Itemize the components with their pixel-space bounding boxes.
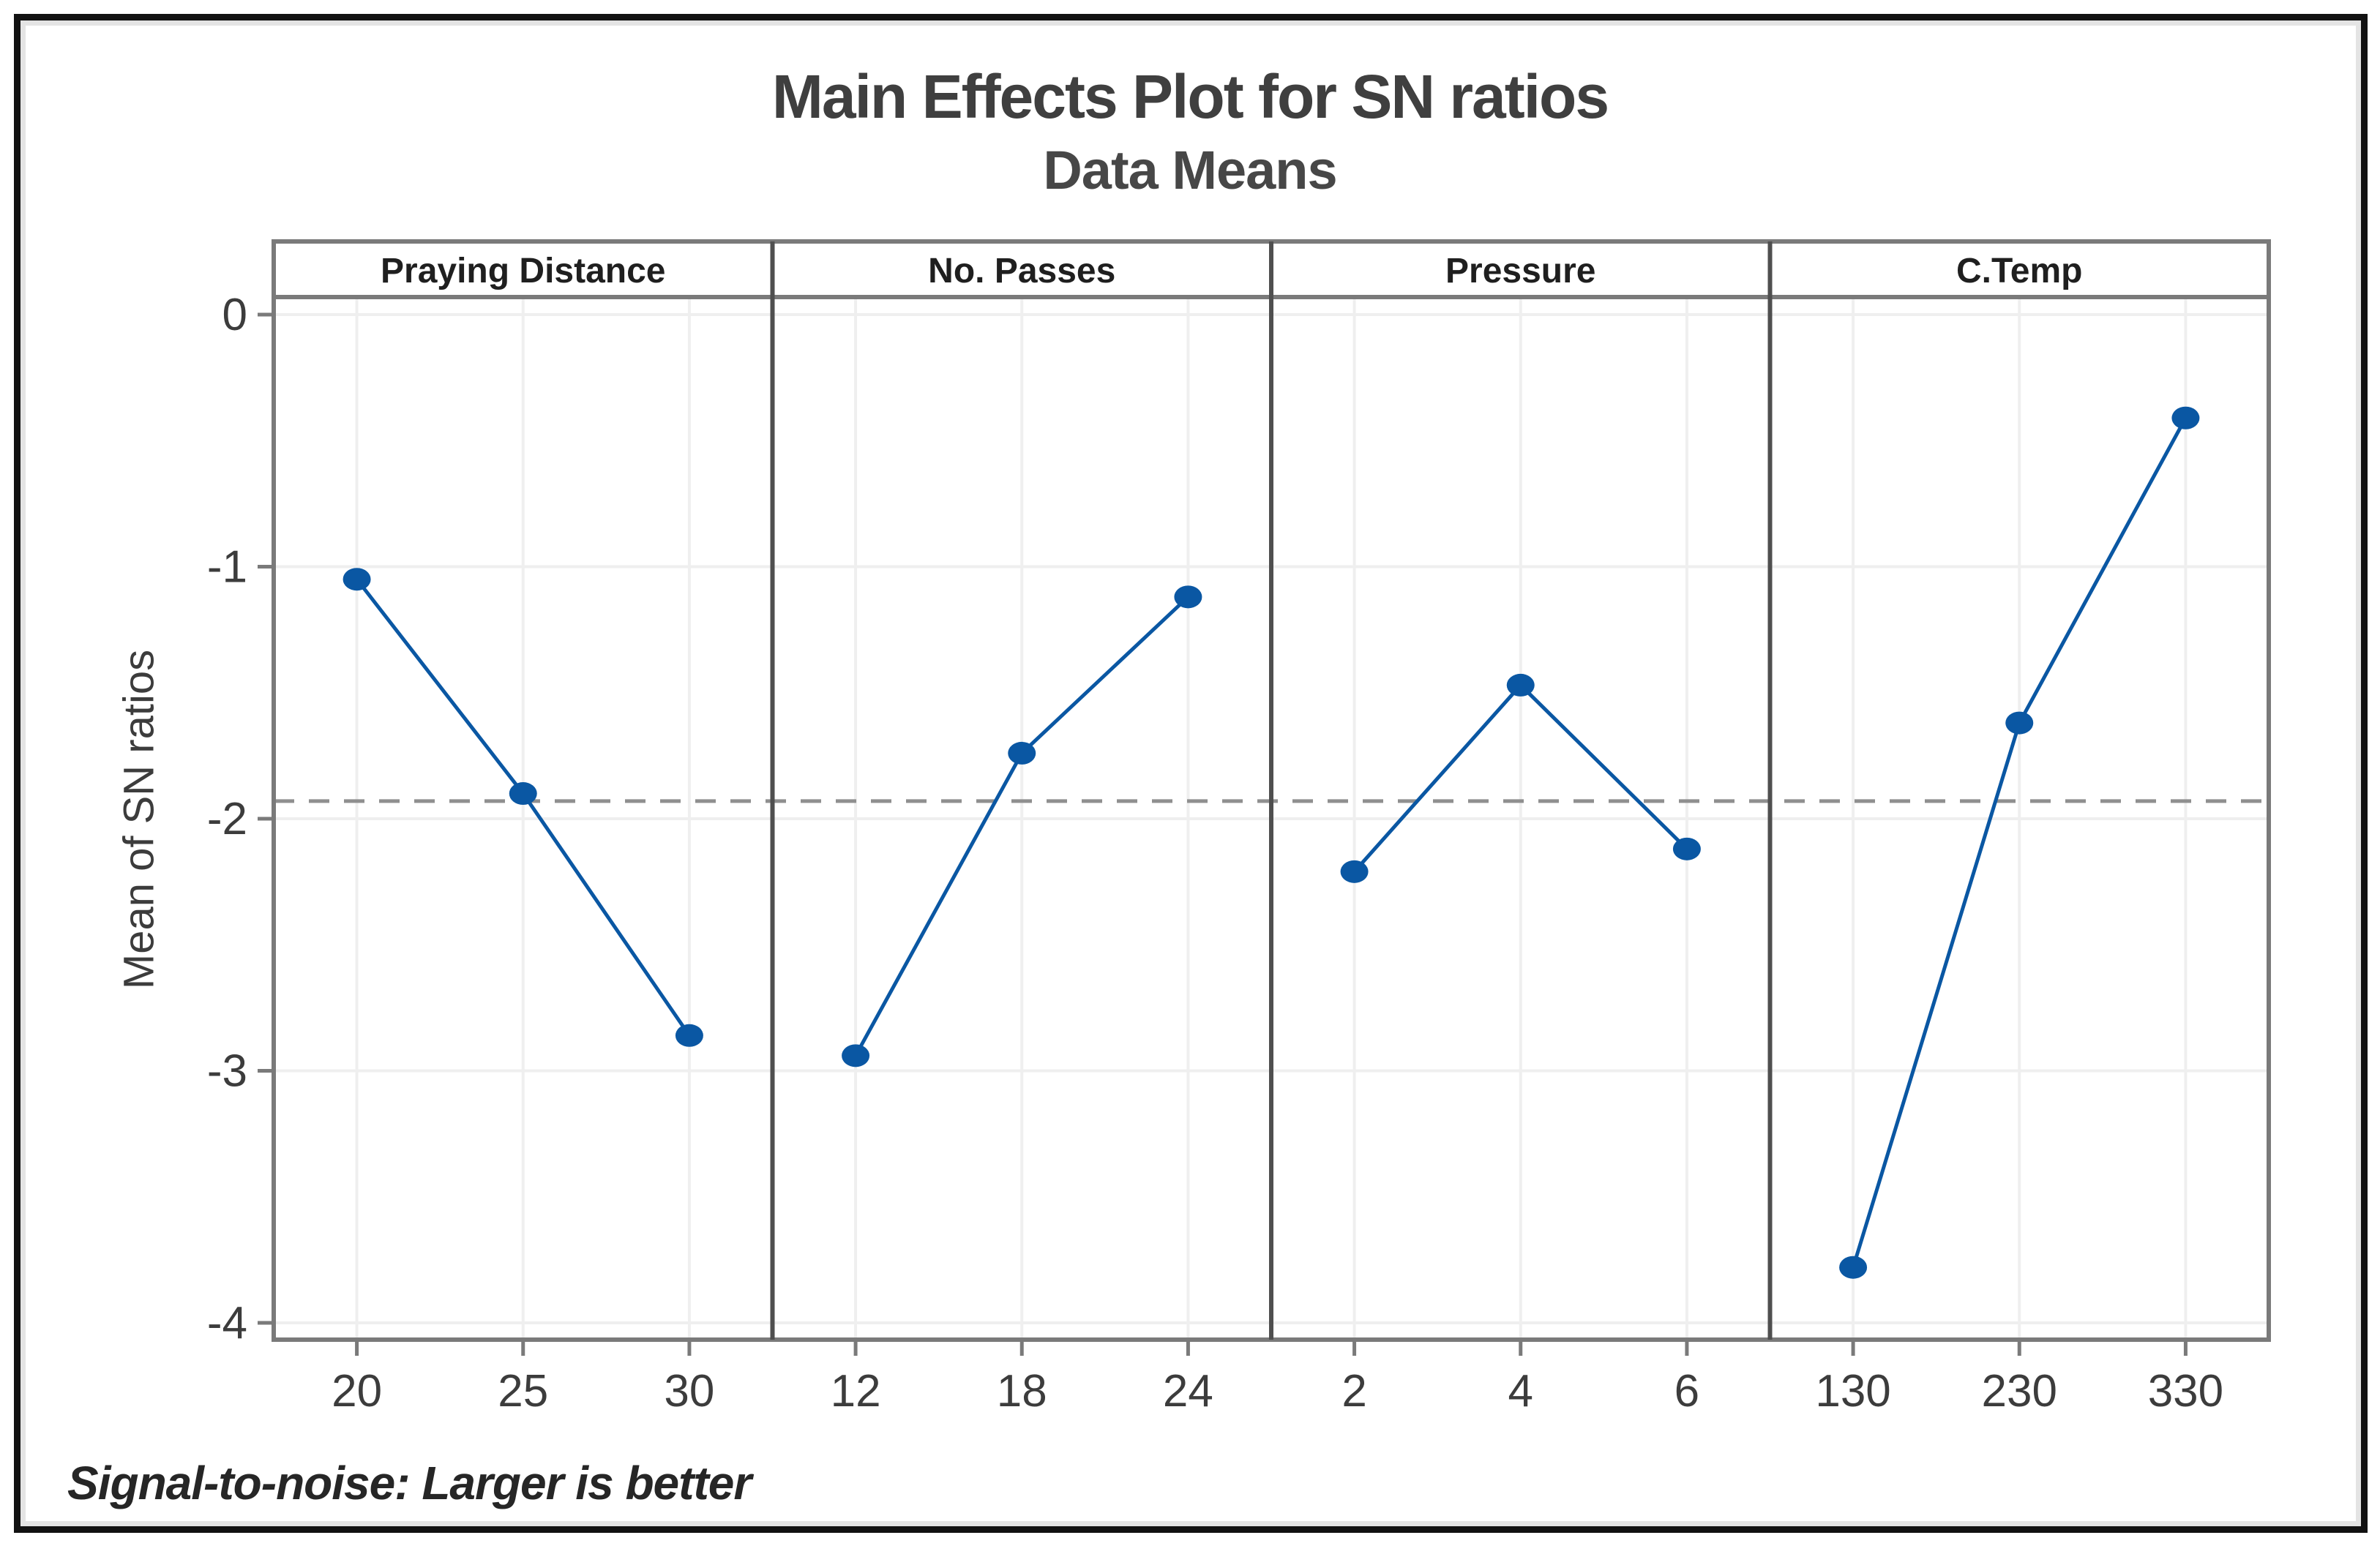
panel-header: C.Temp [1956, 252, 2082, 290]
chart-subtitle: Data Means [1043, 140, 1337, 200]
data-point [1174, 585, 1202, 609]
window-border [14, 14, 2368, 1533]
x-tick-label: 130 [1815, 1366, 1890, 1416]
panel-header: Praying Distance [381, 252, 665, 290]
x-tick-label: 20 [332, 1366, 382, 1416]
x-tick-label: 18 [997, 1366, 1047, 1416]
x-tick-label: 25 [498, 1366, 548, 1416]
data-point [2005, 711, 2034, 735]
y-tick-label: -3 [207, 1046, 247, 1097]
x-tick-label: 30 [664, 1366, 714, 1416]
panel-header: Pressure [1445, 252, 1595, 290]
data-point [1839, 1256, 1868, 1279]
data-point [842, 1044, 870, 1067]
y-tick-label: -2 [207, 794, 247, 844]
x-tick-label: 4 [1508, 1366, 1533, 1416]
data-point [675, 1024, 703, 1047]
data-point [1340, 860, 1369, 883]
panel-header: No. Passes [928, 252, 1115, 290]
x-tick-label: 330 [2148, 1366, 2223, 1416]
y-tick-label: 0 [222, 290, 247, 340]
data-point [1008, 741, 1036, 765]
chart-title: Main Effects Plot for SN ratios [771, 62, 1609, 131]
data-point [2171, 406, 2200, 429]
data-point [509, 782, 537, 806]
x-tick-label: 24 [1163, 1366, 1213, 1416]
y-tick-label: -4 [207, 1298, 247, 1348]
x-tick-label: 2 [1341, 1366, 1366, 1416]
y-tick-label: -1 [207, 542, 247, 593]
data-point [1672, 837, 1701, 860]
x-tick-label: 230 [1982, 1366, 2057, 1416]
x-tick-label: 12 [831, 1366, 881, 1416]
data-point [1506, 673, 1535, 697]
footnote: Signal-to-noise: Larger is better [67, 1457, 752, 1509]
y-axis-title: Mean of SN ratios [115, 649, 163, 990]
data-point [343, 568, 371, 591]
x-tick-label: 6 [1674, 1366, 1699, 1416]
